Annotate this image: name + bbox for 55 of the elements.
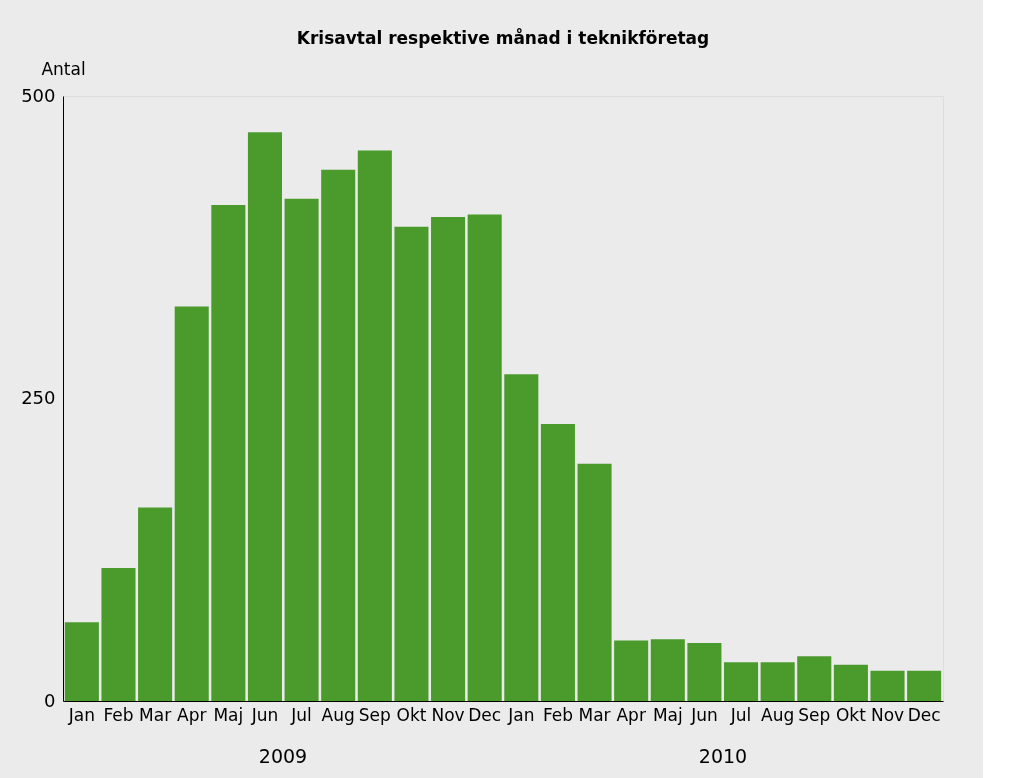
bar	[650, 639, 685, 701]
bar	[284, 198, 319, 701]
x-tick-label: Jun	[690, 704, 718, 725]
bar	[101, 567, 136, 701]
bar	[247, 132, 282, 701]
chart-title: Krisavtal respektive månad i teknikföretag	[296, 27, 710, 48]
x-tick-label: Nov	[870, 704, 905, 725]
x-tick-label: Apr	[616, 704, 646, 725]
bar	[467, 214, 502, 701]
bar	[614, 640, 649, 701]
bar	[724, 662, 759, 701]
x-tick-label: Mar	[578, 704, 611, 725]
x-tick-label: Maj	[213, 704, 244, 725]
x-tick-label: Aug	[321, 704, 355, 725]
bar	[833, 664, 868, 701]
text: 2010	[698, 745, 748, 767]
x-tick-label: Jul	[729, 704, 752, 725]
bar	[760, 662, 795, 701]
bar	[687, 642, 722, 701]
x-tick-label: Aug	[761, 704, 795, 725]
x-tick-label: Sep	[358, 704, 391, 725]
bar	[540, 423, 575, 701]
bar	[64, 622, 99, 701]
bar	[211, 204, 246, 701]
y-tick-label: 0	[44, 689, 56, 711]
bar	[138, 507, 173, 701]
y-tick-label: 250	[21, 387, 56, 408]
x-tick-label: Apr	[177, 704, 207, 725]
bar	[870, 670, 905, 701]
x-tick-label: Nov	[431, 704, 465, 725]
y-tick-label: 500	[21, 84, 56, 106]
bar	[907, 670, 942, 701]
x-tick-label: Sep	[798, 704, 831, 725]
bar	[174, 306, 209, 701]
bar	[797, 656, 832, 701]
x-tick-label: Okt	[396, 704, 427, 725]
bar	[504, 374, 539, 701]
x-tick-label: Maj	[652, 704, 683, 725]
x-tick-label: Jan	[67, 704, 95, 725]
x-tick-label: Feb	[103, 704, 134, 725]
bar	[431, 217, 466, 701]
x-tick-label: Jan	[507, 704, 535, 725]
x-tick-label: Dec	[468, 704, 502, 725]
text: 2009	[258, 745, 308, 767]
y-axis-title: Antal	[41, 58, 86, 79]
bar	[357, 150, 392, 701]
bar	[577, 463, 612, 701]
x-tick-label: Feb	[542, 704, 573, 725]
bar	[394, 226, 429, 701]
x-tick-label: Okt	[835, 704, 867, 725]
x-tick-label: Mar	[139, 704, 172, 725]
x-tick-label: Jun	[250, 704, 279, 725]
x-tick-label: Jul	[290, 704, 312, 725]
bar	[321, 169, 356, 701]
x-tick-label: Dec	[907, 704, 941, 725]
